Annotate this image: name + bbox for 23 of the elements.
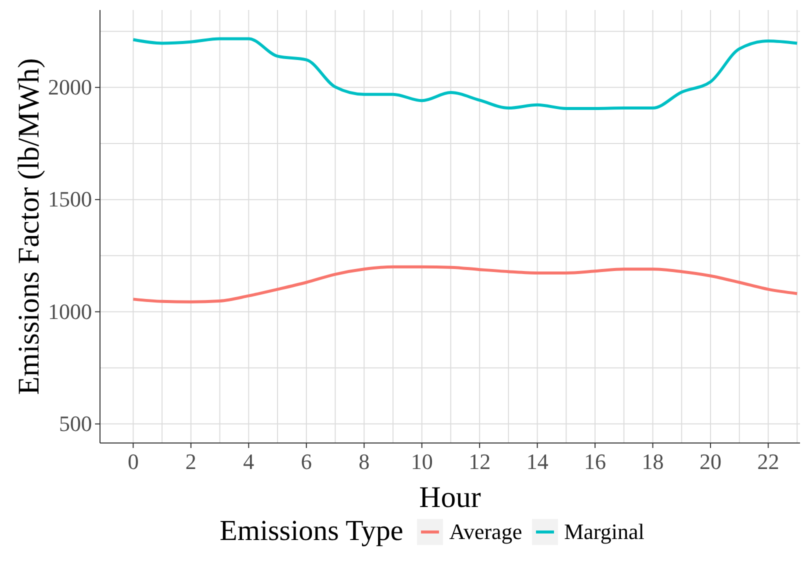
y-tick-label: 2000 [48,74,92,100]
legend-title: Emissions Type [220,515,404,548]
x-tick-label: 4 [243,449,254,474]
x-axis-title: Hour [419,481,481,514]
x-tick-label: 0 [128,449,139,474]
x-tick-label: 16 [584,449,606,474]
x-tick-label: 14 [526,449,548,474]
x-tick-label: 6 [300,449,312,474]
legend-label: Marginal [564,518,644,544]
x-tick-label: 20 [700,449,722,474]
x-tick-label: 2 [185,449,196,474]
y-tick-label: 1500 [48,186,92,212]
line-series [132,265,799,304]
x-tick-label: 12 [468,449,491,474]
x-tick-label: 10 [410,449,433,474]
y-tick-label: 500 [59,410,92,436]
line-series [132,37,799,110]
x-tick-label: 22 [757,449,780,474]
y-tick-label: 1000 [48,298,92,324]
y-axis-title: Emissions Factor (lb/MWh) [12,58,46,395]
x-tick-label: 8 [358,449,370,474]
x-tick-label: 18 [642,449,664,474]
legend-label: Average [449,518,522,544]
